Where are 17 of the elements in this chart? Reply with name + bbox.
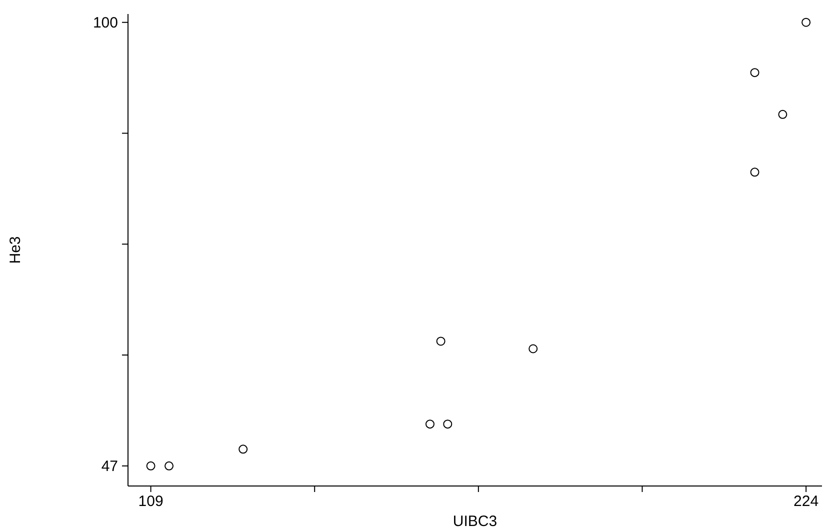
x-axis-title: UIBC3 xyxy=(452,513,498,530)
y-axis-title: He3 xyxy=(7,236,24,264)
y-tick-label: 100 xyxy=(92,14,118,32)
point xyxy=(528,344,538,354)
point xyxy=(802,18,811,27)
point xyxy=(750,68,760,78)
point xyxy=(146,461,156,470)
point xyxy=(778,110,788,119)
point xyxy=(443,420,452,429)
point xyxy=(436,336,446,346)
point xyxy=(238,444,248,454)
point xyxy=(425,420,434,429)
y-tick-label: 47 xyxy=(101,458,118,476)
point xyxy=(164,461,174,470)
x-tick-label: 224 xyxy=(794,493,819,510)
x-tick-label: 109 xyxy=(138,493,164,510)
point xyxy=(750,168,760,177)
